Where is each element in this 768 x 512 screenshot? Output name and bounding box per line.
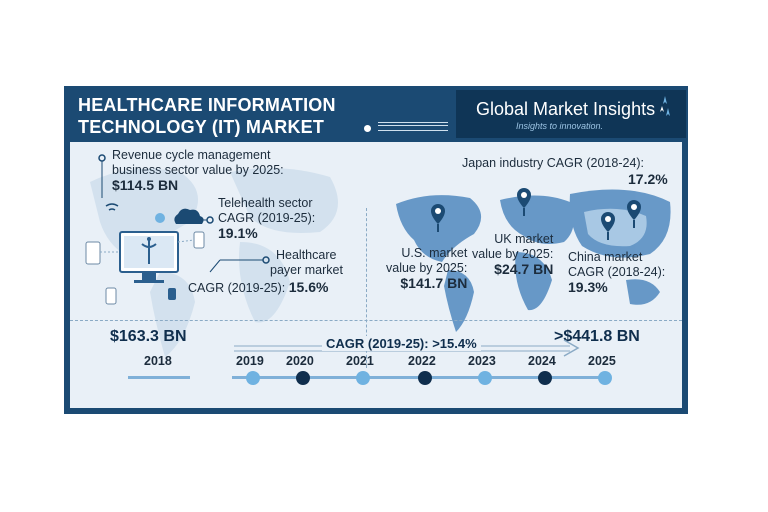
revenue-cycle-stat: Revenue cycle management business sector… bbox=[112, 148, 284, 194]
timeline-node-2024 bbox=[538, 371, 552, 385]
timeline-node-2020 bbox=[296, 371, 310, 385]
logo-name: Global Market Insights bbox=[476, 99, 656, 119]
uk-map-pin-icon bbox=[517, 188, 531, 216]
uk-stat: UK market value by 2025: $24.7 BN bbox=[472, 232, 553, 278]
telehealth-line1: Telehealth sector bbox=[218, 196, 313, 210]
revenue-cycle-line2: business sector value by 2025: bbox=[112, 163, 284, 177]
logo-tagline: Insights to innovation. bbox=[516, 121, 604, 131]
title-line-2: TECHNOLOGY (IT) MARKET bbox=[78, 117, 325, 137]
title-divider-2 bbox=[378, 130, 448, 131]
section-divider-horizontal bbox=[70, 320, 682, 321]
year-2022: 2022 bbox=[408, 354, 436, 368]
year-2023: 2023 bbox=[468, 354, 496, 368]
china-stat: China market CAGR (2018-24): 19.3% bbox=[568, 250, 665, 296]
timeline-2018-bar bbox=[128, 376, 190, 379]
timeline-node-2025 bbox=[598, 371, 612, 385]
uk-line1: UK market bbox=[494, 232, 554, 246]
title-dot bbox=[364, 125, 371, 132]
page-title: HEALTHCARE INFORMATION TECHNOLOGY (IT) M… bbox=[78, 94, 336, 138]
timeline-node-2023 bbox=[478, 371, 492, 385]
us-stat: U.S. market value by 2025: $141.7 BN bbox=[386, 246, 467, 292]
china-value: 19.3% bbox=[568, 279, 608, 295]
japan-line1: Japan industry CAGR (2018-24): bbox=[462, 156, 645, 170]
china-line1: China market bbox=[568, 250, 643, 264]
telehealth-value: 19.1% bbox=[218, 225, 258, 241]
infographic-frame: HEALTHCARE INFORMATION TECHNOLOGY (IT) M… bbox=[64, 86, 688, 414]
uk-value: $24.7 BN bbox=[494, 261, 554, 277]
timeline-node-2022 bbox=[418, 371, 432, 385]
year-2021: 2021 bbox=[346, 354, 374, 368]
brand-logo: Global Market Insights Insights to innov… bbox=[456, 90, 686, 138]
japan-stat-value: 17.2% bbox=[628, 172, 668, 188]
healthcare-devices-illustration bbox=[85, 203, 205, 305]
us-line2: value by 2025: bbox=[386, 261, 468, 275]
payer-stat-bottom: CAGR (2019-25): 15.6% bbox=[188, 280, 328, 296]
telehealth-stat: Telehealth sector CAGR (2019-25): 19.1% bbox=[218, 196, 315, 242]
logo-sparkle-icon bbox=[660, 96, 670, 116]
payer-stat-mid: payer market bbox=[270, 263, 343, 278]
payer-line1: Healthcare bbox=[276, 248, 337, 262]
japan-stat-label: Japan industry CAGR (2018-24): bbox=[462, 156, 644, 171]
year-2024: 2024 bbox=[528, 354, 556, 368]
timeline-node-2021 bbox=[356, 371, 370, 385]
title-line-1: HEALTHCARE INFORMATION bbox=[78, 95, 336, 115]
revenue-cycle-value: $114.5 BN bbox=[112, 177, 179, 193]
year-2018: 2018 bbox=[144, 354, 172, 368]
payer-stat-top: Healthcare bbox=[276, 248, 336, 263]
payer-value: 15.6% bbox=[288, 279, 329, 295]
cagr-label: CAGR (2019-25): >15.4% bbox=[322, 336, 481, 351]
start-market-value: $163.3 BN bbox=[110, 328, 187, 345]
uk-line2: value by 2025: bbox=[472, 247, 554, 261]
payer-line3: CAGR (2019-25): bbox=[188, 281, 286, 295]
telehealth-line2: CAGR (2019-25): bbox=[218, 211, 316, 225]
year-2019: 2019 bbox=[236, 354, 264, 368]
us-value: $141.7 BN bbox=[400, 275, 468, 291]
japan-value: 17.2% bbox=[628, 171, 668, 187]
china-map-pin-icon bbox=[601, 212, 615, 240]
year-2025: 2025 bbox=[588, 354, 616, 368]
end-market-value: >$441.8 BN bbox=[554, 328, 640, 345]
us-map-pin-icon bbox=[431, 204, 445, 232]
year-2020: 2020 bbox=[286, 354, 314, 368]
us-line1: U.S. market bbox=[401, 246, 468, 260]
content-panel: Revenue cycle management business sector… bbox=[70, 142, 682, 408]
china-line2: CAGR (2018-24): bbox=[568, 265, 666, 279]
section-divider-vertical bbox=[366, 208, 367, 368]
revenue-cycle-line1: Revenue cycle management bbox=[112, 148, 271, 162]
japan-map-pin-icon bbox=[627, 200, 641, 228]
world-map-graphic bbox=[90, 168, 671, 357]
payer-line2: payer market bbox=[270, 263, 343, 277]
title-divider bbox=[378, 122, 448, 126]
timeline-node-2019 bbox=[246, 371, 260, 385]
